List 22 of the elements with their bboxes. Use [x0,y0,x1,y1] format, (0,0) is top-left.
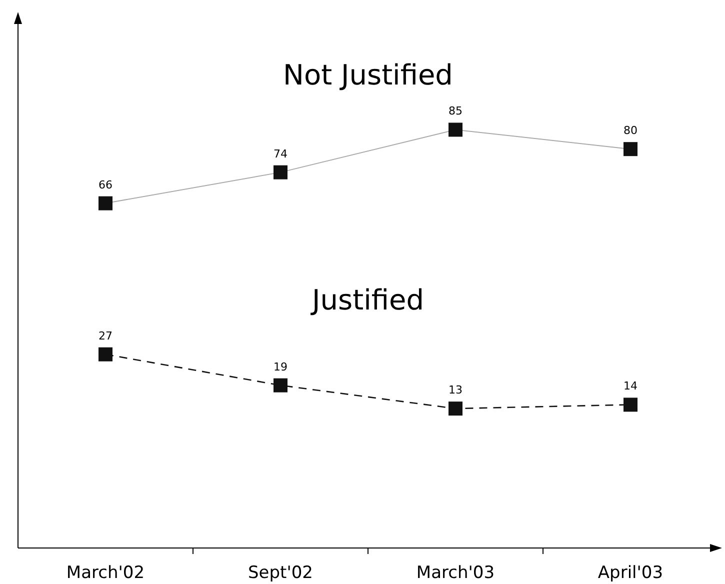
data-label: 19 [274,360,288,374]
point [98,347,112,362]
x-tick-label: March'03 [416,563,495,583]
text: Justified [310,283,424,316]
point [624,398,638,412]
data-label: 80 [624,124,638,138]
point [98,196,112,210]
data-label: 13 [448,384,462,397]
point [274,378,288,392]
point [624,142,638,156]
point [448,122,462,137]
point [448,402,462,416]
data-label: 74 [274,147,288,160]
data-label: 27 [98,329,112,342]
data-label: 85 [448,104,462,118]
series-label: Not Justified [283,58,453,92]
x-tick-label: Sept'02 [248,563,314,583]
data-label: 66 [98,178,112,192]
x-tick-label: March'02 [66,563,145,583]
data-label: 14 [624,380,638,393]
point [274,165,288,180]
x-tick-label: April'03 [598,563,664,583]
